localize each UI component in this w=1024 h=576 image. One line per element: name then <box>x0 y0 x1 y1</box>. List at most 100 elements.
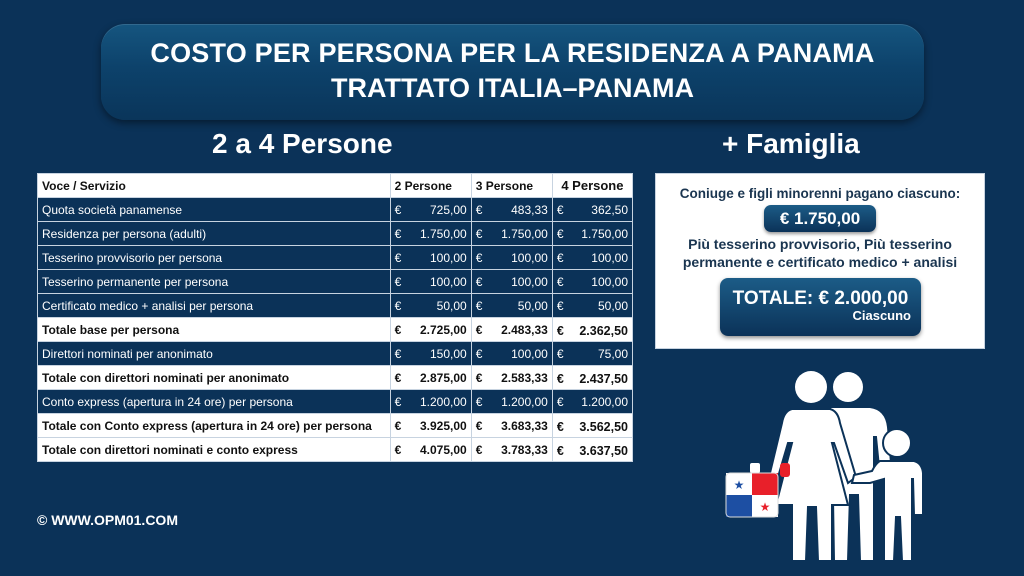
amount-value: 3.562,50 <box>579 420 628 434</box>
family-extra-line-2: permanente e certificato medico + analis… <box>682 254 958 270</box>
amount-value: 100,00 <box>430 274 467 289</box>
table-row: Totale con Conto express (apertura in 24… <box>37 413 634 438</box>
currency-symbol: € <box>394 370 402 385</box>
copyright-footer: © WWW.OPM01.COM <box>37 512 178 528</box>
cell-4-persone: €2.362,50 <box>551 317 634 342</box>
cell-4-persone: €75,00 <box>551 341 634 366</box>
amount-value: 100,00 <box>511 274 548 289</box>
cell-3-persone: €1.200,00 <box>470 389 553 414</box>
amount-value: 3.637,50 <box>579 444 628 458</box>
row-label: Totale base per persona <box>37 317 391 342</box>
title-line-2: TRATTATO ITALIA–PANAMA <box>331 73 694 103</box>
amount-value: 2.583,33 <box>501 370 548 385</box>
amount-value: 1.750,00 <box>419 226 467 241</box>
table-row: Totale base per persona €2.725,00 €2.483,3… <box>37 317 634 342</box>
currency-symbol: € <box>556 420 564 434</box>
header-2-persone: 2 Persone <box>389 173 472 198</box>
currency-symbol: € <box>556 394 564 409</box>
currency-symbol: € <box>475 346 483 361</box>
table-row: Totale con direttori nominati e conto ex… <box>37 437 634 462</box>
row-label: Tesserino provvisorio per persona <box>37 245 391 270</box>
cell-2-persone: €725,00 <box>389 197 472 222</box>
table-row: Tesserino provvisorio per persona €100,00… <box>37 245 634 270</box>
currency-symbol: € <box>556 324 564 338</box>
amount-value: 2.875,00 <box>419 370 467 385</box>
currency-symbol: € <box>394 442 402 457</box>
table-row: Certificato medico + analisi per persona… <box>37 293 634 318</box>
cost-table: Voce / Servizio 2 Persone 3 Persone 4 Pe… <box>37 173 634 462</box>
svg-text:★: ★ <box>734 478 745 492</box>
header-3-persone: 3 Persone <box>470 173 553 198</box>
cell-2-persone: €100,00 <box>389 245 472 270</box>
currency-symbol: € <box>556 274 564 289</box>
amount-value: 3.783,33 <box>501 442 548 457</box>
title-line-1: COSTO PER PERSONA PER LA RESIDENZA A PAN… <box>150 38 875 68</box>
cell-4-persone: €1.200,00 <box>551 389 634 414</box>
header-4-persone: 4 Persone <box>551 173 634 198</box>
table-row: Residenza per persona (adulti) €1.750,00 €… <box>37 221 634 246</box>
cell-4-persone: €100,00 <box>551 269 634 294</box>
family-total-label: TOTALE: € 2.000,00 <box>732 288 909 309</box>
currency-symbol: € <box>556 202 564 217</box>
row-label: Totale con Conto express (apertura in 24… <box>37 413 391 438</box>
currency-symbol: € <box>475 394 483 409</box>
row-label: Tesserino permanente per persona <box>37 269 391 294</box>
cell-3-persone: €100,00 <box>470 245 553 270</box>
panama-flag-suitcase-icon: ★ ★ <box>725 463 790 518</box>
header-voce: Voce / Servizio <box>37 173 391 198</box>
cell-4-persone: €100,00 <box>551 245 634 270</box>
cell-2-persone: €2.725,00 <box>389 317 472 342</box>
currency-symbol: € <box>475 202 483 217</box>
currency-symbol: € <box>556 250 564 265</box>
cell-3-persone: €50,00 <box>470 293 553 318</box>
amount-value: 483,33 <box>511 202 548 217</box>
currency-symbol: € <box>394 250 402 265</box>
amount-value: 75,00 <box>597 346 628 361</box>
currency-symbol: € <box>394 202 402 217</box>
row-label: Residenza per persona (adulti) <box>37 221 391 246</box>
currency-symbol: € <box>394 394 402 409</box>
amount-value: 3.925,00 <box>419 418 467 433</box>
amount-value: 2.437,50 <box>579 372 628 386</box>
family-amount-badge: € 1.750,00 <box>764 205 876 232</box>
currency-symbol: € <box>475 322 483 337</box>
svg-text:★: ★ <box>760 500 771 514</box>
amount-value: 3.683,33 <box>501 418 548 433</box>
section-title-group: 2 a 4 Persone <box>212 128 393 159</box>
currency-symbol: € <box>394 418 402 433</box>
family-intro-text: Coniuge e figli minorenni pagano ciascun… <box>679 186 961 201</box>
currency-symbol: € <box>394 298 402 313</box>
amount-value: 2.483,33 <box>501 322 548 337</box>
currency-symbol: € <box>556 298 564 313</box>
currency-symbol: € <box>475 250 483 265</box>
cell-4-persone: €1.750,00 <box>551 221 634 246</box>
amount-value: 2.362,50 <box>579 324 628 338</box>
currency-symbol: € <box>475 370 483 385</box>
amount-value: 1.750,00 <box>581 226 628 241</box>
family-info-box: Coniuge e figli minorenni pagano ciascun… <box>655 173 985 349</box>
currency-symbol: € <box>475 418 483 433</box>
currency-symbol: € <box>556 346 564 361</box>
cell-4-persone: €362,50 <box>551 197 634 222</box>
family-extra-text: Più tesserino provvisorio, Più tesserino… <box>656 235 984 271</box>
cell-4-persone: €2.437,50 <box>551 365 634 390</box>
currency-symbol: € <box>475 442 483 457</box>
table-row: Tesserino permanente per persona €100,00 €… <box>37 269 634 294</box>
cell-3-persone: €2.583,33 <box>470 365 553 390</box>
currency-symbol: € <box>394 346 402 361</box>
table-row: Quota società panamense €725,00 €483,33 €36… <box>37 197 634 222</box>
cell-2-persone: €3.925,00 <box>389 413 472 438</box>
amount-value: 100,00 <box>511 250 548 265</box>
table-row: Totale con direttori nominati per anonim… <box>37 365 634 390</box>
amount-value: 1.750,00 <box>501 226 548 241</box>
family-with-suitcase-icon: ★ ★ <box>725 371 924 562</box>
amount-value: 50,00 <box>597 298 628 313</box>
row-label: Totale con direttori nominati e conto ex… <box>37 437 391 462</box>
amount-value: 50,00 <box>517 298 548 313</box>
cell-3-persone: €3.783,33 <box>470 437 553 462</box>
section-title-family: + Famiglia <box>722 128 860 159</box>
amount-value: 150,00 <box>430 346 467 361</box>
cell-3-persone: €100,00 <box>470 341 553 366</box>
row-label: Quota società panamense <box>37 197 391 222</box>
family-total-sub: Ciascuno <box>852 308 911 323</box>
